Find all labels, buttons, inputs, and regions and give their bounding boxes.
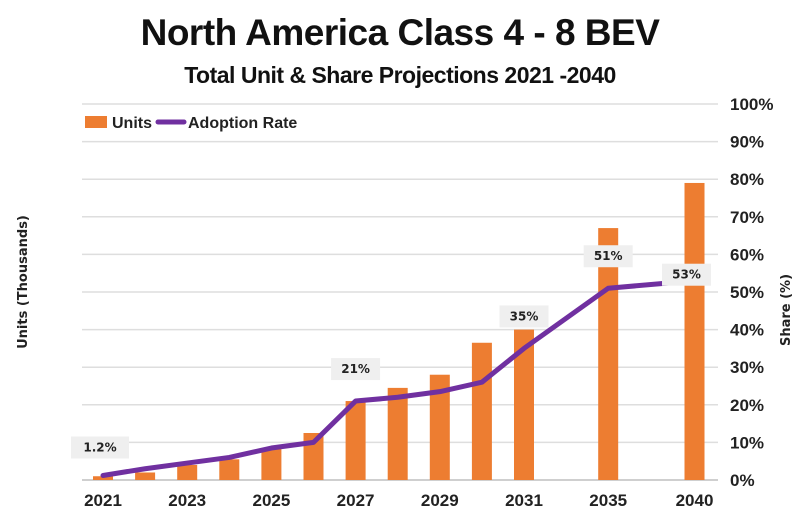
legend: Units Adoption Rate	[85, 115, 297, 132]
y-tick-label-right: 100%	[730, 95, 773, 114]
data-label-box	[71, 436, 129, 459]
legend-swatch-units	[85, 116, 107, 128]
data-label-2035: 51%	[594, 249, 623, 263]
x-tick-label: 2023	[168, 491, 206, 510]
chart-subtitle: Total Unit & Share Projections 2021 -204…	[184, 62, 616, 88]
y-tick-label-right: 70%	[730, 208, 764, 227]
bar-units-2023	[177, 464, 198, 480]
x-tick-label: 2035	[589, 491, 627, 510]
bar-units-2021	[93, 476, 113, 480]
y-tick-label-right: 40%	[730, 321, 764, 340]
data-label-box	[662, 263, 712, 286]
x-tick-label: 2025	[252, 491, 290, 510]
data-label-2040: 53%	[672, 268, 701, 282]
x-tick-label: 2029	[421, 491, 459, 510]
y-tick-label-right: 90%	[730, 133, 764, 152]
bar-units-2025	[261, 448, 282, 480]
bar-units-2030	[471, 342, 492, 480]
data-label-box	[583, 245, 633, 268]
y-tick-label-right: 0%	[730, 471, 755, 490]
y-tick-label-right: 10%	[730, 433, 764, 452]
y-tick-label-right: 60%	[730, 245, 764, 264]
chart-title: North America Class 4 - 8 BEV	[140, 12, 660, 53]
x-tick-label: 2027	[337, 491, 375, 510]
bar-units-2022	[135, 472, 156, 480]
data-label-2027: 21%	[341, 362, 370, 376]
x-tick-label: 2021	[84, 491, 122, 510]
data-label-2021: 1.2%	[83, 440, 116, 454]
bar-units-2031	[514, 329, 534, 480]
bar-units-2040	[684, 182, 705, 480]
y-tick-label-right: 50%	[730, 283, 764, 302]
y-tick-label-right: 80%	[730, 170, 764, 189]
data-label-box	[499, 305, 549, 328]
x-tick-label: 2040	[676, 491, 714, 510]
y-axis-label-right: Share (%)	[779, 274, 794, 346]
bar-units-2024	[219, 459, 240, 480]
x-tick-label: 2031	[505, 491, 543, 510]
legend-label-adoption-rate: Adoption Rate	[188, 115, 297, 132]
data-label-2031: 35%	[510, 309, 539, 323]
data-label-box	[331, 358, 381, 381]
legend-label-units: Units	[112, 115, 152, 132]
y-tick-label-right: 20%	[730, 396, 764, 415]
bar-units-2029	[429, 374, 450, 480]
bar-units-2027	[345, 401, 366, 480]
y-tick-label-right: 30%	[730, 358, 764, 377]
y-axis-label-left: Units (Thousands)	[16, 215, 31, 349]
bar-units-2028	[387, 387, 408, 480]
